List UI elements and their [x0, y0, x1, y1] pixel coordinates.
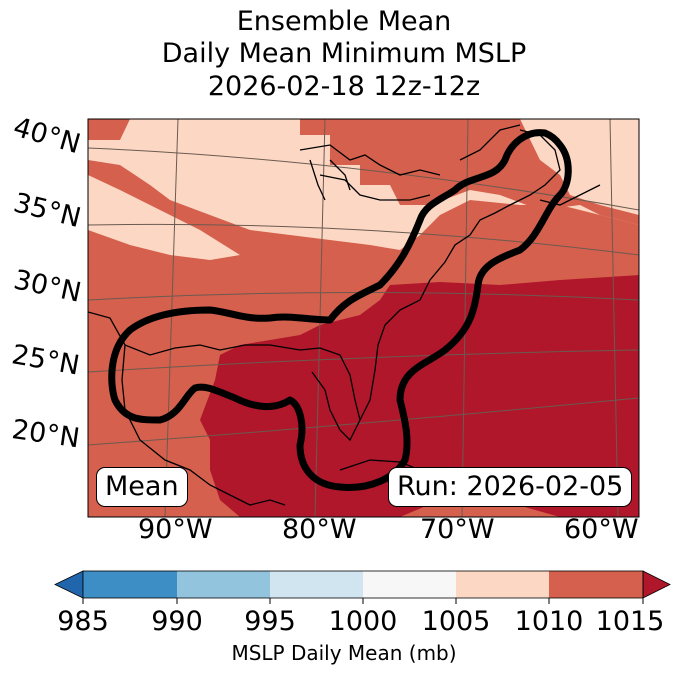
- title-line-3: 2026-02-18 12z-12z: [207, 71, 481, 102]
- title-line-1: Ensemble Mean: [236, 6, 452, 37]
- mean-label-box: Mean: [96, 467, 188, 507]
- lon-label-90w: 90°W: [138, 514, 213, 545]
- lon-label-70w: 70°W: [420, 514, 495, 545]
- colorbar-tick-995: 995: [244, 606, 296, 637]
- colorbar-low-extension: [54, 570, 84, 599]
- region-1005-northeast: [520, 119, 639, 215]
- colorbar-tick-1010: 1010: [514, 606, 584, 637]
- coastlines: [88, 124, 601, 506]
- colorbar-segment-1005-1010: [456, 571, 549, 598]
- region-1010-band: [88, 160, 639, 300]
- region-1015: [200, 275, 639, 517]
- lon-label-80w: 80°W: [282, 514, 357, 545]
- run-date-box: Run: 2026-02-05: [388, 467, 633, 507]
- lon-label-60w: 60°W: [564, 514, 639, 545]
- colorbar-high-extension: [642, 570, 671, 599]
- title-line-2: Daily Mean Minimum MSLP: [161, 38, 527, 69]
- colorbar-tick-985: 985: [57, 606, 109, 637]
- colorbar: [54, 570, 671, 604]
- colorbar-segment-1010-1015: [549, 571, 643, 598]
- colorbar-segment-995-1000: [270, 571, 363, 598]
- colorbar-tick-1005: 1005: [421, 606, 491, 637]
- colorbar-segment-1000-1005: [363, 571, 456, 598]
- map-frame: [87, 118, 640, 518]
- colorbar-segment-990-995: [177, 571, 270, 598]
- ensemble-contour: [108, 129, 572, 491]
- colorbar-tick-990: 990: [151, 606, 203, 637]
- colorbar-tick-1015: 1015: [595, 606, 665, 637]
- map-fields: [88, 119, 639, 517]
- region-1005-topleft: [88, 175, 240, 260]
- colorbar-label: MSLP Daily Mean (mb): [231, 641, 457, 665]
- colorbar-segment-985-990: [83, 571, 177, 598]
- colorbar-tick-1000: 1000: [328, 606, 398, 637]
